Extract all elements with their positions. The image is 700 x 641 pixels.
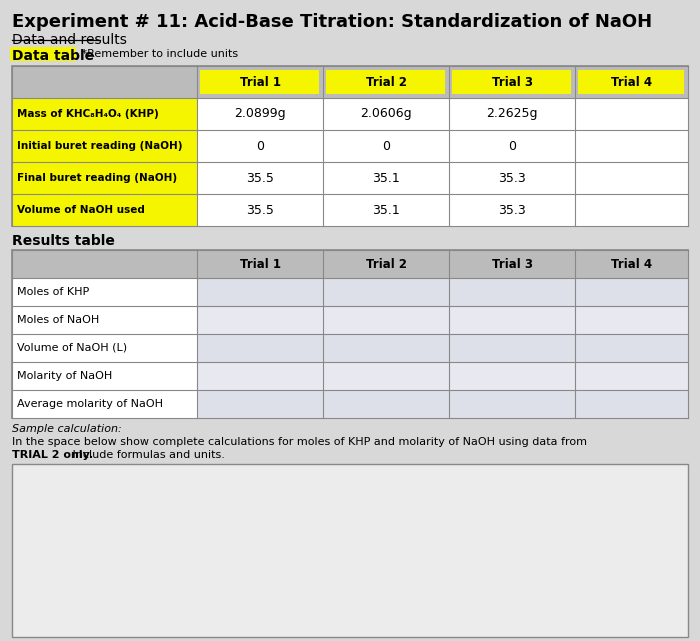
FancyBboxPatch shape <box>578 70 684 94</box>
FancyBboxPatch shape <box>12 194 688 226</box>
Text: 0: 0 <box>256 140 264 153</box>
FancyBboxPatch shape <box>12 306 197 334</box>
FancyBboxPatch shape <box>12 334 688 362</box>
Text: Include formulas and units.: Include formulas and units. <box>69 450 225 460</box>
FancyBboxPatch shape <box>452 70 571 94</box>
Text: Trial 4: Trial 4 <box>611 76 652 88</box>
Text: 35.1: 35.1 <box>372 172 400 185</box>
Text: 2.0899g: 2.0899g <box>234 108 286 121</box>
Text: 0: 0 <box>508 140 516 153</box>
Text: Initial buret reading (NaOH): Initial buret reading (NaOH) <box>17 141 183 151</box>
FancyBboxPatch shape <box>12 334 197 362</box>
FancyBboxPatch shape <box>12 390 688 418</box>
Text: 2.0606g: 2.0606g <box>360 108 412 121</box>
FancyBboxPatch shape <box>12 130 197 162</box>
Text: Trial 1: Trial 1 <box>239 258 281 271</box>
FancyBboxPatch shape <box>326 70 445 94</box>
FancyBboxPatch shape <box>12 162 197 194</box>
FancyBboxPatch shape <box>12 162 688 194</box>
Text: *Remember to include units: *Remember to include units <box>78 49 238 59</box>
Text: Trial 1: Trial 1 <box>239 76 281 88</box>
Text: Data and results: Data and results <box>12 33 127 47</box>
Text: Moles of KHP: Moles of KHP <box>17 287 90 297</box>
FancyBboxPatch shape <box>12 98 688 130</box>
Text: 35.5: 35.5 <box>246 172 274 185</box>
Text: 2.2625g: 2.2625g <box>486 108 538 121</box>
FancyBboxPatch shape <box>12 98 197 130</box>
FancyBboxPatch shape <box>12 306 688 334</box>
FancyBboxPatch shape <box>12 66 688 98</box>
Text: 35.5: 35.5 <box>246 203 274 217</box>
Text: 35.1: 35.1 <box>372 203 400 217</box>
FancyBboxPatch shape <box>12 278 688 306</box>
Text: Moles of NaOH: Moles of NaOH <box>17 315 99 325</box>
Text: 35.3: 35.3 <box>498 172 526 185</box>
Text: Final buret reading (NaOH): Final buret reading (NaOH) <box>17 173 177 183</box>
Text: 0: 0 <box>382 140 390 153</box>
Text: Trial 2: Trial 2 <box>365 258 407 271</box>
FancyBboxPatch shape <box>12 390 197 418</box>
FancyBboxPatch shape <box>200 70 319 94</box>
FancyBboxPatch shape <box>12 464 688 637</box>
Text: Sample calculation:: Sample calculation: <box>12 424 122 434</box>
Text: Trial 4: Trial 4 <box>611 258 652 271</box>
Text: Results table: Results table <box>12 234 115 248</box>
Text: Data table: Data table <box>12 49 94 63</box>
Text: Average molarity of NaOH: Average molarity of NaOH <box>17 399 163 409</box>
Text: Volume of NaOH used: Volume of NaOH used <box>17 205 145 215</box>
Text: TRIAL 2 only.: TRIAL 2 only. <box>12 450 93 460</box>
Text: Trial 3: Trial 3 <box>491 76 533 88</box>
Text: Volume of NaOH (L): Volume of NaOH (L) <box>17 343 127 353</box>
Text: Molarity of NaOH: Molarity of NaOH <box>17 371 112 381</box>
FancyBboxPatch shape <box>10 47 76 61</box>
FancyBboxPatch shape <box>12 130 688 162</box>
FancyBboxPatch shape <box>12 250 688 278</box>
FancyBboxPatch shape <box>12 66 688 226</box>
FancyBboxPatch shape <box>12 362 197 390</box>
Text: Trial 2: Trial 2 <box>365 76 407 88</box>
Text: Experiment # 11: Acid-Base Titration: Standardization of NaOH: Experiment # 11: Acid-Base Titration: St… <box>12 13 652 31</box>
FancyBboxPatch shape <box>12 278 197 306</box>
Text: In the space below show complete calculations for moles of KHP and molarity of N: In the space below show complete calcula… <box>12 437 587 447</box>
Text: Mass of KHC₈H₄O₄ (KHP): Mass of KHC₈H₄O₄ (KHP) <box>17 109 159 119</box>
Text: 35.3: 35.3 <box>498 203 526 217</box>
Text: Trial 3: Trial 3 <box>491 258 533 271</box>
FancyBboxPatch shape <box>12 194 197 226</box>
FancyBboxPatch shape <box>12 250 688 418</box>
FancyBboxPatch shape <box>12 362 688 390</box>
